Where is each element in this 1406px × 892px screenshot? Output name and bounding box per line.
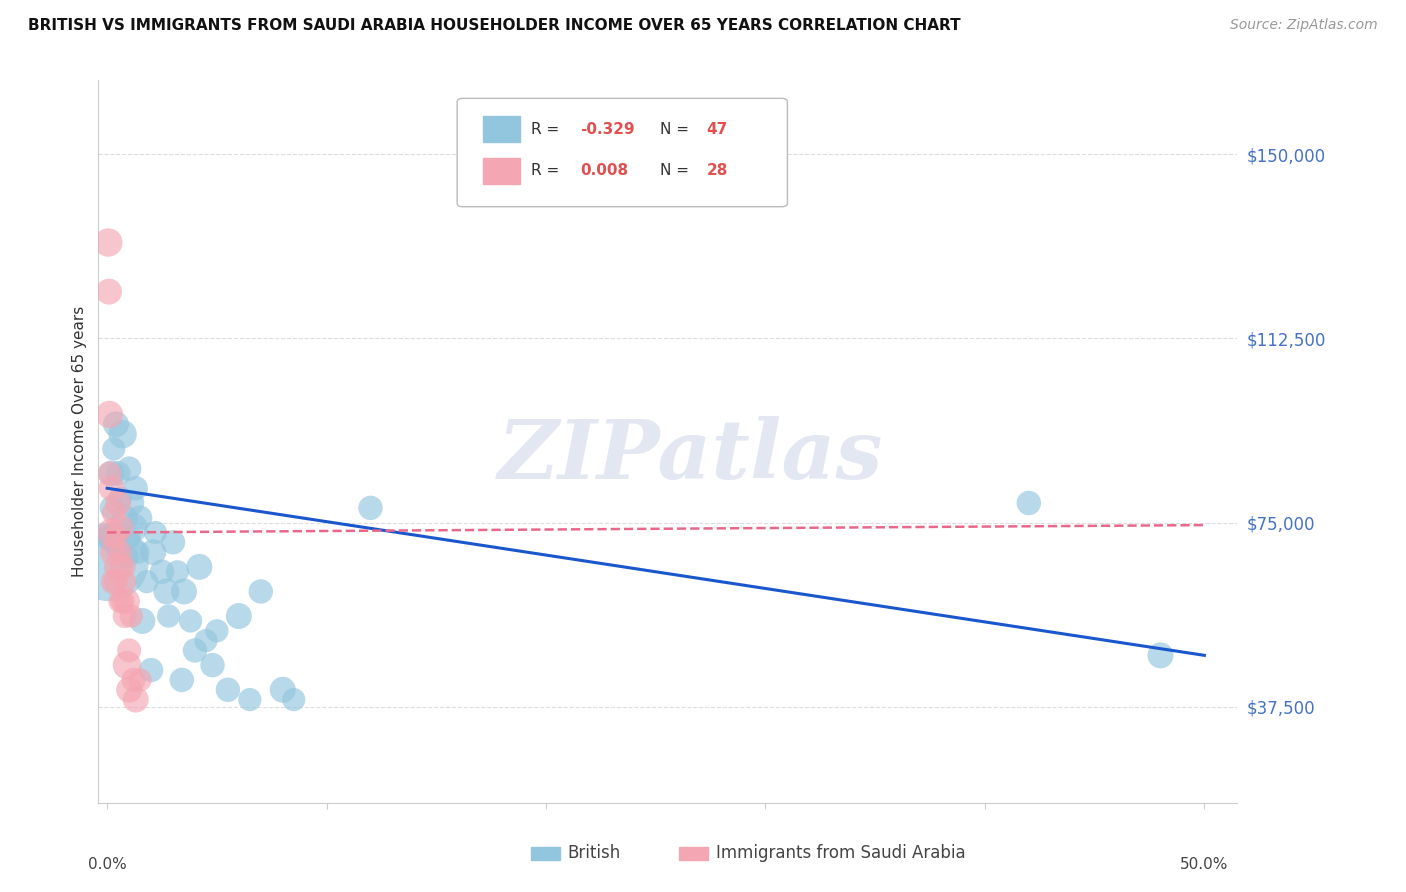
Y-axis label: Householder Income Over 65 years: Householder Income Over 65 years [72, 306, 87, 577]
Point [98, 555, 121, 569]
Text: R =: R = [531, 163, 564, 178]
Point [145, 525, 167, 540]
Point [104, 574, 127, 589]
Text: N =: N = [659, 163, 693, 178]
Point [118, 461, 141, 475]
Point [111, 427, 134, 442]
Point [110, 491, 132, 505]
Point [1018, 496, 1040, 510]
Point [118, 530, 141, 544]
Text: 47: 47 [707, 122, 728, 136]
Point [228, 609, 250, 624]
Point [205, 624, 228, 638]
Point [100, 525, 122, 540]
Point [155, 584, 177, 599]
Point [201, 658, 224, 673]
Point [97, 285, 120, 299]
Point [139, 663, 162, 677]
Point [157, 609, 180, 624]
Point [103, 574, 125, 589]
Point [115, 594, 138, 608]
Point [100, 481, 122, 495]
Text: 28: 28 [707, 163, 728, 178]
Point [360, 500, 382, 515]
Point [103, 442, 125, 456]
Point [111, 594, 134, 608]
Point [129, 510, 152, 524]
Point [283, 692, 305, 706]
Point [188, 560, 211, 574]
Point [107, 560, 129, 574]
Bar [484, 117, 520, 143]
Point [103, 530, 125, 544]
Point [100, 500, 122, 515]
Text: 0.0%: 0.0% [87, 857, 127, 871]
Point [110, 594, 132, 608]
Point [120, 496, 142, 510]
Point [125, 481, 148, 495]
Point [120, 609, 142, 624]
Point [170, 673, 193, 687]
Point [122, 673, 145, 687]
Point [127, 545, 149, 559]
Point [217, 682, 239, 697]
Point [162, 535, 184, 549]
Text: -0.329: -0.329 [581, 122, 634, 136]
Point [111, 560, 134, 574]
Bar [679, 847, 707, 860]
Point [100, 467, 122, 481]
Point [98, 467, 121, 481]
Point [122, 520, 145, 534]
Point [1149, 648, 1171, 663]
Point [118, 643, 141, 657]
Point [107, 540, 129, 554]
Point [118, 682, 141, 697]
Point [249, 584, 271, 599]
Point [173, 584, 195, 599]
Point [98, 530, 121, 544]
Point [129, 673, 152, 687]
Point [103, 545, 125, 559]
Point [184, 643, 207, 657]
Text: British: British [568, 845, 621, 863]
Point [110, 520, 132, 534]
Bar [531, 847, 560, 860]
Text: ZIPatlas: ZIPatlas [498, 416, 883, 496]
Text: BRITISH VS IMMIGRANTS FROM SAUDI ARABIA HOUSEHOLDER INCOME OVER 65 YEARS CORRELA: BRITISH VS IMMIGRANTS FROM SAUDI ARABIA … [28, 18, 960, 33]
Point [271, 682, 294, 697]
Point [166, 565, 188, 579]
Point [142, 545, 165, 559]
Point [114, 574, 136, 589]
Point [239, 692, 262, 706]
Point [103, 506, 125, 520]
Bar [484, 158, 520, 184]
Point [107, 467, 129, 481]
Point [107, 496, 129, 510]
Point [131, 614, 153, 628]
Point [125, 692, 148, 706]
Point [104, 417, 127, 432]
Point [104, 530, 127, 544]
Point [150, 565, 173, 579]
FancyBboxPatch shape [457, 98, 787, 207]
Text: 0.008: 0.008 [581, 163, 628, 178]
Point [194, 633, 217, 648]
Point [110, 545, 132, 559]
Text: R =: R = [531, 122, 564, 136]
Point [114, 510, 136, 524]
Point [97, 235, 120, 250]
Point [115, 658, 138, 673]
Point [115, 549, 138, 564]
Point [114, 609, 136, 624]
Text: N =: N = [659, 122, 693, 136]
Point [98, 408, 121, 422]
Text: Source: ZipAtlas.com: Source: ZipAtlas.com [1230, 18, 1378, 32]
Text: Immigrants from Saudi Arabia: Immigrants from Saudi Arabia [716, 845, 966, 863]
Point [180, 614, 202, 628]
Point [135, 574, 157, 589]
Text: 50.0%: 50.0% [1180, 857, 1229, 871]
